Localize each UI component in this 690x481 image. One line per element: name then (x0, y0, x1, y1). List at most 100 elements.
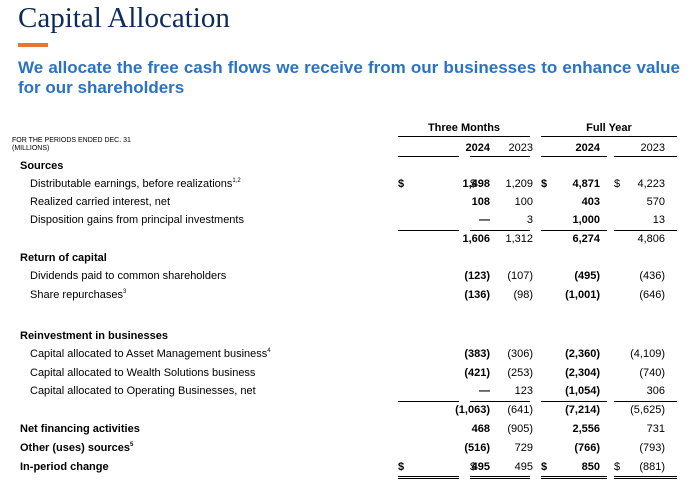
value-cell: 495 (471, 461, 490, 473)
section-header: Reinvestment in businesses (0, 328, 690, 346)
row-label: Capital allocated to Wealth Solutions bu… (30, 367, 256, 379)
row-label: Return of capital (20, 252, 107, 264)
value-cell: 123 (514, 385, 533, 397)
row-label: Net financing activities (20, 423, 140, 435)
subtotal-rule (398, 401, 459, 402)
header-three-months-rule (398, 136, 530, 137)
value-cell: 570 (646, 196, 665, 208)
total-double-rule (398, 478, 459, 479)
subtotal-rule (541, 401, 607, 402)
value-cell: (7,214) (565, 404, 600, 416)
row-label: Other (uses) sources5 (20, 442, 134, 454)
currency-symbol: $ (614, 178, 621, 190)
subtotal-rule (541, 230, 607, 231)
currency-symbol: $ (398, 461, 405, 473)
value-cell: 1,312 (505, 233, 533, 245)
table-row: Other (uses) sources5 (516) 729 (766) (793) (0, 440, 690, 458)
footnote-marker: 1,2 (232, 178, 241, 184)
value-cell: 1,498 (462, 178, 490, 190)
value-cell: (253) (507, 367, 533, 379)
year-rule (614, 156, 677, 157)
row-label: Share repurchases3 (30, 289, 127, 301)
value-cell: 4,871 (572, 178, 600, 190)
value-cell: — (479, 214, 490, 226)
value-cell: (436) (639, 270, 665, 282)
table-row: 1,606 1,312 6,274 4,806 (0, 231, 690, 249)
row-label: In-period change (20, 461, 109, 473)
value-cell: (4,109) (630, 348, 665, 360)
header-year-q-2023: 2023 (508, 142, 533, 154)
value-cell: (1,054) (565, 385, 600, 397)
row-label: Dividends paid to common shareholders (30, 270, 227, 282)
value-cell: 729 (514, 442, 533, 454)
value-cell: — (479, 385, 490, 397)
value-cell: (1,063) (455, 404, 490, 416)
header-year-fy-2024: 2024 (575, 142, 600, 154)
value-cell: 100 (514, 196, 533, 208)
value-cell: 495 (514, 461, 533, 473)
value-cell: 850 (581, 461, 600, 473)
row-label: Distributable earnings, before realizati… (30, 178, 241, 190)
value-cell: 2,556 (572, 423, 600, 435)
header-full-year: Full Year (586, 122, 632, 134)
currency-symbol: $ (470, 178, 477, 190)
footnote-marker: 5 (130, 442, 134, 448)
total-double-rule (614, 476, 677, 477)
row-label: Capital allocated to Operating Businesse… (30, 385, 256, 397)
currency-symbol: $ (541, 461, 548, 473)
value-cell: 731 (646, 423, 665, 435)
value-cell: (646) (639, 289, 665, 301)
page-subtitle: We allocate the free cash flows we recei… (18, 58, 680, 97)
row-label: Sources (20, 160, 64, 172)
table-row: Distributable earnings, before realizati… (0, 176, 690, 194)
row-label: Realized carried interest, net (30, 196, 171, 208)
total-double-rule (470, 478, 530, 479)
periods-caption: FOR THE PERIODS ENDED DEC. 31 (MILLIONS) (12, 137, 172, 153)
total-double-rule (541, 478, 607, 479)
subtotal-rule (398, 230, 459, 231)
value-cell: (383) (464, 348, 490, 360)
year-rule (398, 156, 459, 157)
value-cell: (793) (639, 442, 665, 454)
table-row: Disposition gains from principal investm… (0, 212, 690, 230)
value-cell: 108 (471, 196, 490, 208)
value-cell: (107) (507, 270, 533, 282)
total-double-rule (470, 476, 530, 477)
table-row: Net financing activities 468 (905) 2,556 731 (0, 421, 690, 439)
total-double-rule (614, 478, 677, 479)
value-cell: (2,304) (565, 367, 600, 379)
value-cell: 13 (652, 214, 665, 226)
header-three-months: Three Months (427, 122, 501, 134)
table-row: Capital allocated to Asset Management bu… (0, 346, 690, 364)
page-title: Capital Allocation (18, 2, 230, 34)
value-cell: (766) (574, 442, 600, 454)
table-row: (1,063) (641) (7,214) (5,625) (0, 402, 690, 420)
currency-symbol: $ (541, 178, 548, 190)
value-cell: 468 (471, 423, 490, 435)
header-year-q-2024: 2024 (465, 142, 490, 154)
value-cell: (1,001) (565, 289, 600, 301)
subtotal-rule (614, 401, 677, 402)
value-cell: 4,223 (637, 178, 665, 190)
header-full-year-rule (541, 136, 677, 137)
subtotal-rule (614, 230, 677, 231)
currency-symbol: $ (470, 461, 477, 473)
row-label: Disposition gains from principal investm… (30, 214, 244, 226)
value-cell: 3 (526, 214, 533, 226)
header-year-fy-2023: 2023 (640, 142, 665, 154)
currency-symbol: $ (398, 178, 405, 190)
value-cell: 1,209 (505, 178, 533, 190)
value-cell: (881) (639, 461, 665, 473)
value-cell: (740) (639, 367, 665, 379)
value-cell: 6,274 (572, 233, 600, 245)
table-row: Share repurchases3 (136) (98) (1,001) (646) (0, 287, 690, 305)
periods-label: FOR THE PERIODS ENDED DEC. 31 (12, 137, 131, 144)
units-label: (MILLIONS) (12, 145, 50, 152)
title-accent-bar (18, 43, 48, 47)
total-double-rule (398, 476, 459, 477)
value-cell: (905) (507, 423, 533, 435)
value-cell: 4,806 (637, 233, 665, 245)
value-cell: (136) (464, 289, 490, 301)
year-rule (470, 156, 530, 157)
row-label: Reinvestment in businesses (20, 330, 168, 342)
